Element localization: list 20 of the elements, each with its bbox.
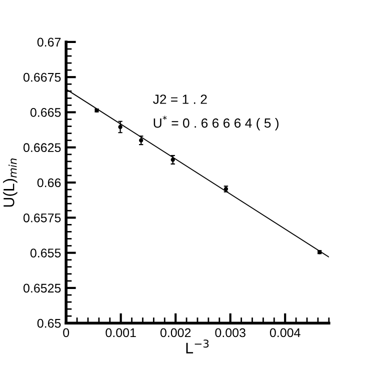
- y-tick-label: 0.66: [37, 178, 61, 188]
- y-tick-label: 0.6525: [23, 284, 61, 293]
- point: [118, 124, 122, 130]
- y-axis-title: U(L)$_{min}$: [3, 158, 18, 207]
- y-tick-label: 0.65: [37, 318, 61, 328]
- y-tick-label: 0.67: [37, 38, 61, 47]
- x-axis-title: L$^{−3}$: [186, 340, 209, 354]
- x-tick-label: 0.004: [270, 328, 300, 338]
- x-tick-label: 0.001: [106, 328, 136, 338]
- x-tick-label: 0.003: [215, 328, 246, 338]
- point: [139, 138, 144, 142]
- y-tick-label: 0.6575: [23, 213, 61, 222]
- y-tick-label: 0.6675: [23, 72, 61, 82]
- y-tick-label: 0.665: [30, 108, 61, 117]
- annotation: U$^{*}$ = 0 . 6 6 6 6 4 ( 5 ): [154, 116, 278, 130]
- annotation: J2 = 1 . 2: [153, 94, 207, 104]
- x-tick-label: 0: [63, 328, 70, 338]
- y-tick-label: 0.655: [30, 248, 61, 258]
- y-tick-label: 0.6625: [23, 143, 61, 152]
- x-tick-label: 0.002: [160, 328, 191, 338]
